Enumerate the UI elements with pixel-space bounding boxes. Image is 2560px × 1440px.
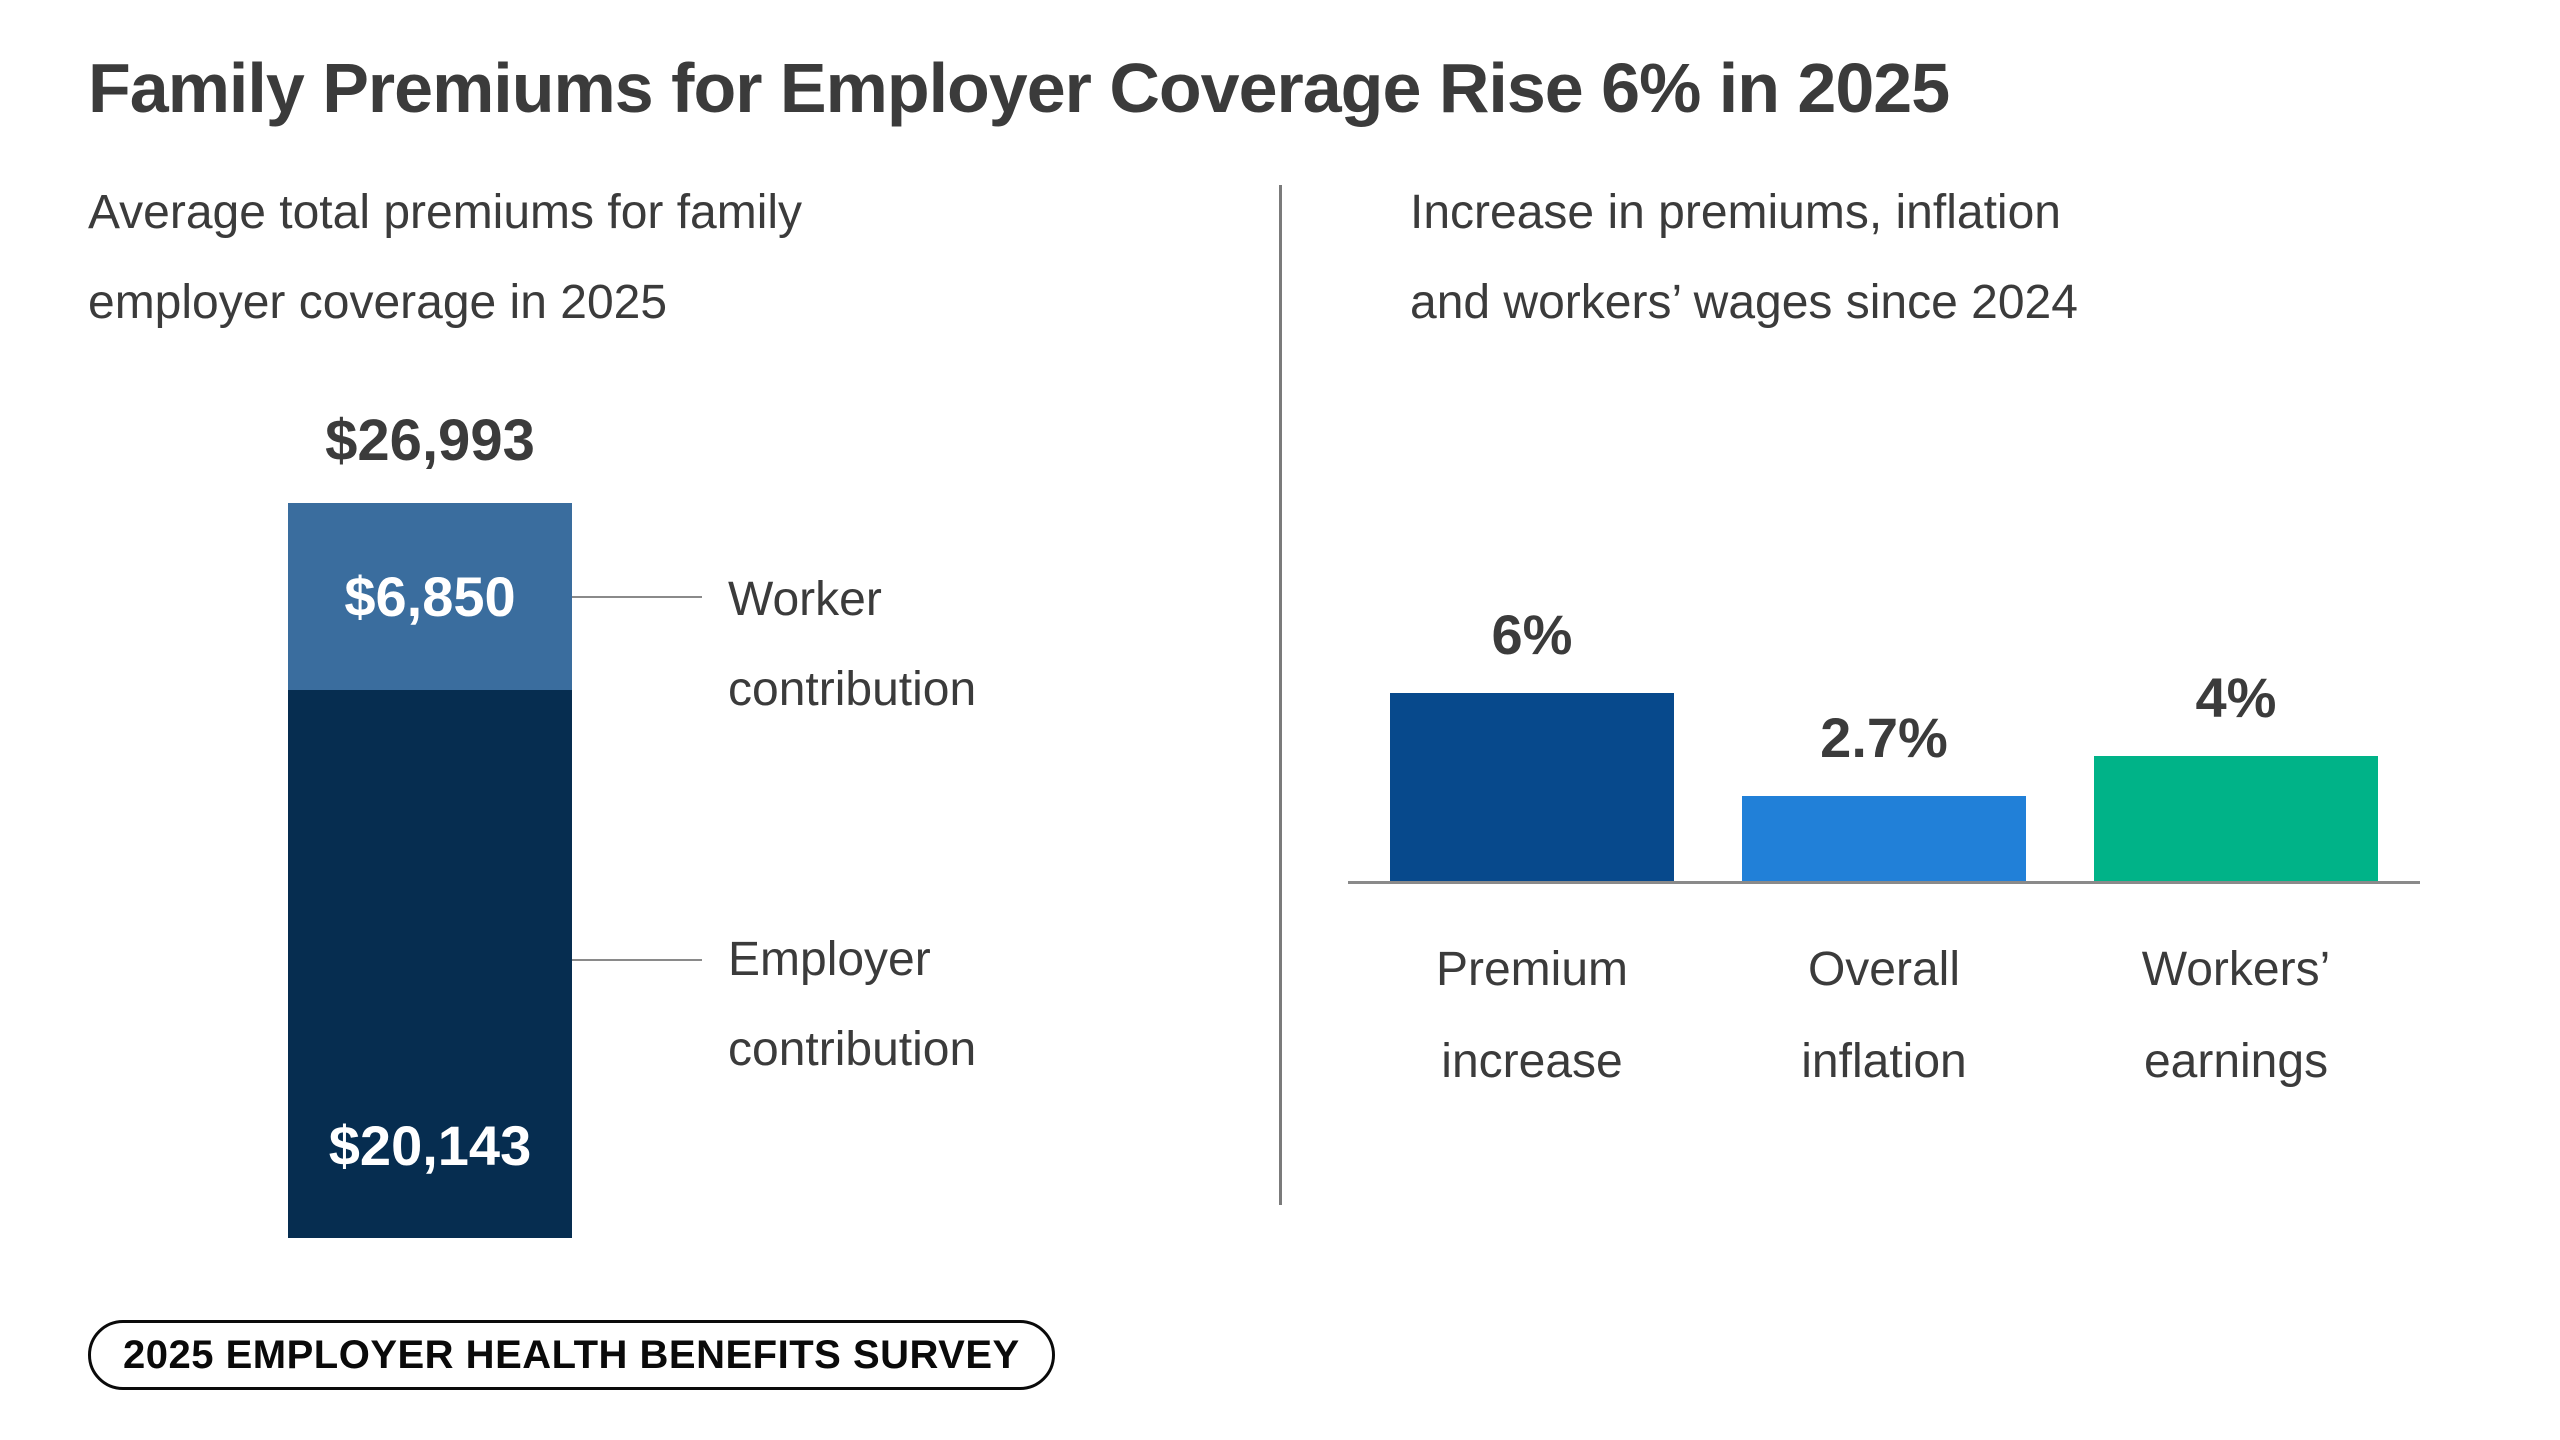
worker-contribution-label: Worker contribution xyxy=(728,555,976,735)
category-label-workers-earnings: Workers’ earnings xyxy=(2036,924,2436,1108)
employer-label-line2: contribution xyxy=(728,1023,977,1076)
worker-label-line1: Worker xyxy=(728,573,882,626)
employer-connector-line xyxy=(572,959,702,961)
overall-inflation-label-line1: Overall xyxy=(1807,943,1961,996)
premium-increase-label-line1: Premium xyxy=(1435,943,1629,996)
left-subtitle-line2: employer coverage in 2025 xyxy=(88,276,668,329)
workers-earnings-label-line2: earnings xyxy=(2143,1035,2329,1088)
employer-contribution-segment: $20,143 xyxy=(288,690,572,1238)
left-subtitle-line1: Average total premiums for family xyxy=(88,186,803,239)
worker-connector-line xyxy=(572,596,702,598)
workers-earnings-value-label: 4% xyxy=(2195,666,2277,729)
overall-inflation-label-line2: inflation xyxy=(1801,1035,1967,1088)
employer-label-line1: Employer xyxy=(728,933,931,986)
overall-inflation-value-label: 2.7% xyxy=(1820,706,1948,769)
overall-inflation-bar xyxy=(1742,796,2026,881)
stacked-bar-total-label: $26,993 xyxy=(325,408,535,473)
premium-increase-label-line2: increase xyxy=(1441,1035,1623,1088)
bar-column-premium-increase: 6% xyxy=(1390,602,1674,881)
category-label-premium-increase: Premium increase xyxy=(1332,924,1732,1108)
workers-earnings-bar xyxy=(2094,756,2378,881)
premium-increase-bar xyxy=(1390,693,1674,881)
category-label-overall-inflation: Overall inflation xyxy=(1684,924,2084,1108)
worker-contribution-segment: $6,850 xyxy=(288,503,572,690)
right-subtitle-line1: Increase in premiums, inflation xyxy=(1410,186,2061,239)
stacked-bar: $6,850 $20,143 xyxy=(288,503,572,1238)
worker-label-line2: contribution xyxy=(728,663,977,716)
worker-value-label: $6,850 xyxy=(344,565,516,628)
premium-increase-value-label: 6% xyxy=(1491,603,1573,666)
employer-contribution-label: Employer contribution xyxy=(728,915,976,1095)
workers-earnings-label-line1: Workers’ xyxy=(2141,943,2331,996)
x-axis-baseline xyxy=(1348,881,2420,884)
left-panel-subtitle: Average total premiums for family employ… xyxy=(88,168,802,348)
survey-badge: 2025 EMPLOYER HEALTH BENEFITS SURVEY xyxy=(88,1320,1055,1390)
right-subtitle-line2: and workers’ wages since 2024 xyxy=(1410,276,2078,329)
panel-divider-line xyxy=(1279,185,1282,1205)
page-title: Family Premiums for Employer Coverage Ri… xyxy=(88,49,1950,127)
right-panel-subtitle: Increase in premiums, inflation and work… xyxy=(1410,168,2078,348)
bar-column-overall-inflation: 2.7% xyxy=(1742,705,2026,881)
employer-value-label: $20,143 xyxy=(328,1114,532,1177)
bar-column-workers-earnings: 4% xyxy=(2094,665,2378,881)
